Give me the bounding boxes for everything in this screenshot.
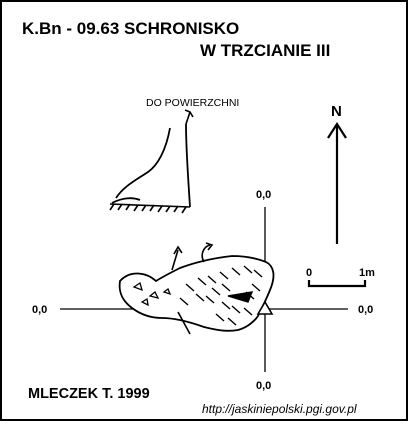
title-line-1: K.Bn - 09.63 SCHRONISKO [22,19,239,38]
coord-left-label: 0,0 [32,304,47,316]
north-label: N [331,103,342,120]
entrance-marker [227,291,254,303]
passage-branches [171,242,214,335]
scale-zero-label: 0 [306,267,312,279]
plan-hatching [179,265,263,326]
north-arrow-icon [327,121,347,244]
survey-station-icon [256,300,274,315]
scale-bar [307,280,367,288]
scale-one-label: 1m [359,267,375,279]
plan-boulders [132,281,172,307]
surface-label: DO POWIERZCHNI [146,97,239,109]
author-label: MLECZEK T. 1999 [28,386,150,402]
title-line-2: W TRZCIANIE III [200,41,330,60]
surface-arrow-icon [184,109,194,125]
coord-right-label: 0,0 [358,304,373,316]
coord-top-label: 0,0 [256,189,271,201]
cave-profile-section [111,123,191,208]
coord-bottom-label: 0,0 [256,380,271,392]
source-url: http://jaskiniepolski.pgi.gov.pl [202,402,357,416]
profile-floor-hatching [109,203,191,214]
